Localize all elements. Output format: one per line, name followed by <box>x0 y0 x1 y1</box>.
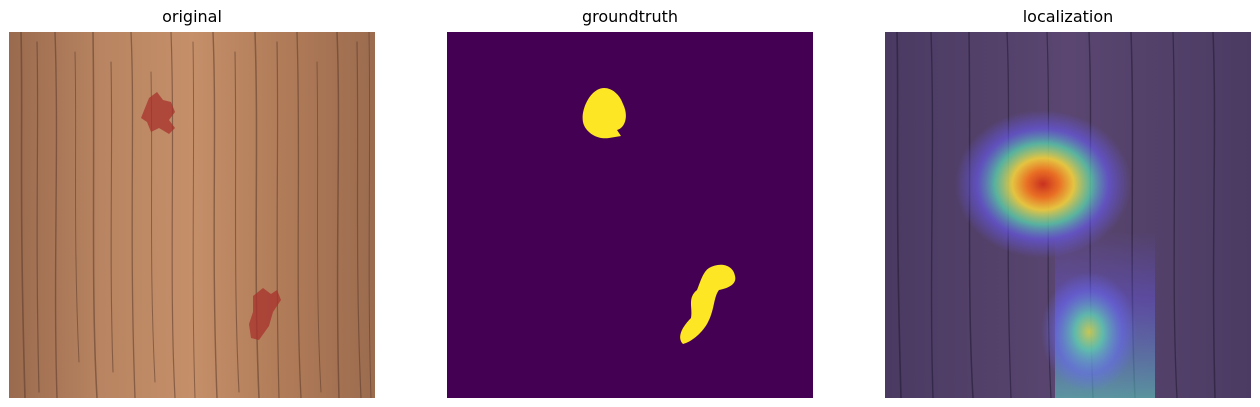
mask-region-top <box>582 87 626 139</box>
panel-title-localization: localization <box>1022 7 1114 26</box>
panel-title-groundtruth: groundtruth <box>581 7 678 26</box>
heat-region-bottom <box>1041 272 1137 392</box>
panel-localization: localization <box>885 0 1251 407</box>
heat-region-top <box>955 110 1131 258</box>
original-image <box>9 32 375 398</box>
panel-groundtruth: groundtruth <box>447 0 813 407</box>
panel-title-original: original <box>162 7 222 26</box>
mask-region-bottom <box>680 264 736 344</box>
localization-heatmap <box>885 32 1251 398</box>
panel-original: original <box>9 0 375 407</box>
groundtruth-mask <box>447 32 813 398</box>
